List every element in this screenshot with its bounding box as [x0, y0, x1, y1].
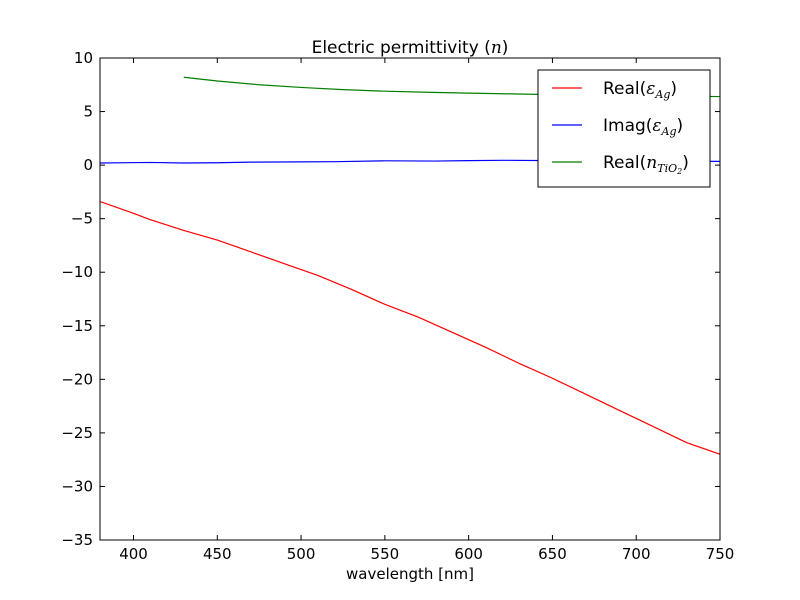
y-tick-label: −30 — [61, 477, 93, 495]
legend-entries: Real(εAg) Imag(εAg) Real(nTiO2) — [552, 79, 689, 176]
chart-title-math: n — [491, 38, 502, 58]
y-tick-label: 0 — [83, 156, 93, 174]
legend-box — [537, 69, 711, 188]
x-tick-label: 500 — [287, 545, 316, 563]
y-tick-label: −25 — [61, 424, 93, 442]
legend-label-0: Real(εAg) — [603, 79, 677, 101]
y-tick-label: −35 — [61, 531, 93, 549]
x-axis-label: wavelength [nm] — [346, 565, 474, 583]
series-line-0 — [100, 200, 720, 455]
x-tick-label: 600 — [454, 545, 483, 563]
y-tick-label: −20 — [61, 370, 93, 388]
y-tick-label: −5 — [71, 210, 93, 228]
x-tick-label: 550 — [371, 545, 400, 563]
y-tick-label: 10 — [74, 49, 93, 67]
y-tick-label: 5 — [83, 103, 93, 121]
x-tick-label: 450 — [203, 545, 232, 563]
x-tick-label: 700 — [622, 545, 651, 563]
plot-area-frame — [99, 57, 721, 541]
chart-title-prefix: Electric permittivity ( — [312, 38, 491, 58]
x-tick-label: 400 — [119, 545, 148, 563]
axis-tick-labels: 400 450 500 550 600 650 700 750 10 5 0 −5 −10 −15 −20 −… — [61, 49, 734, 563]
x-tick-label: 650 — [538, 545, 567, 563]
y-tick-label: −15 — [61, 317, 93, 335]
chart-title-suffix: ) — [502, 38, 509, 58]
legend-label-1: Imag(εAg) — [603, 116, 683, 138]
chart-title: Electric permittivity (n) — [312, 38, 509, 58]
legend-label-2: Real(nTiO2) — [603, 153, 689, 176]
y-tick-label: −10 — [61, 263, 93, 281]
legend: Real(εAg) Imag(εAg) Real(nTiO2) — [537, 69, 711, 188]
x-tick-label: 750 — [706, 545, 735, 563]
